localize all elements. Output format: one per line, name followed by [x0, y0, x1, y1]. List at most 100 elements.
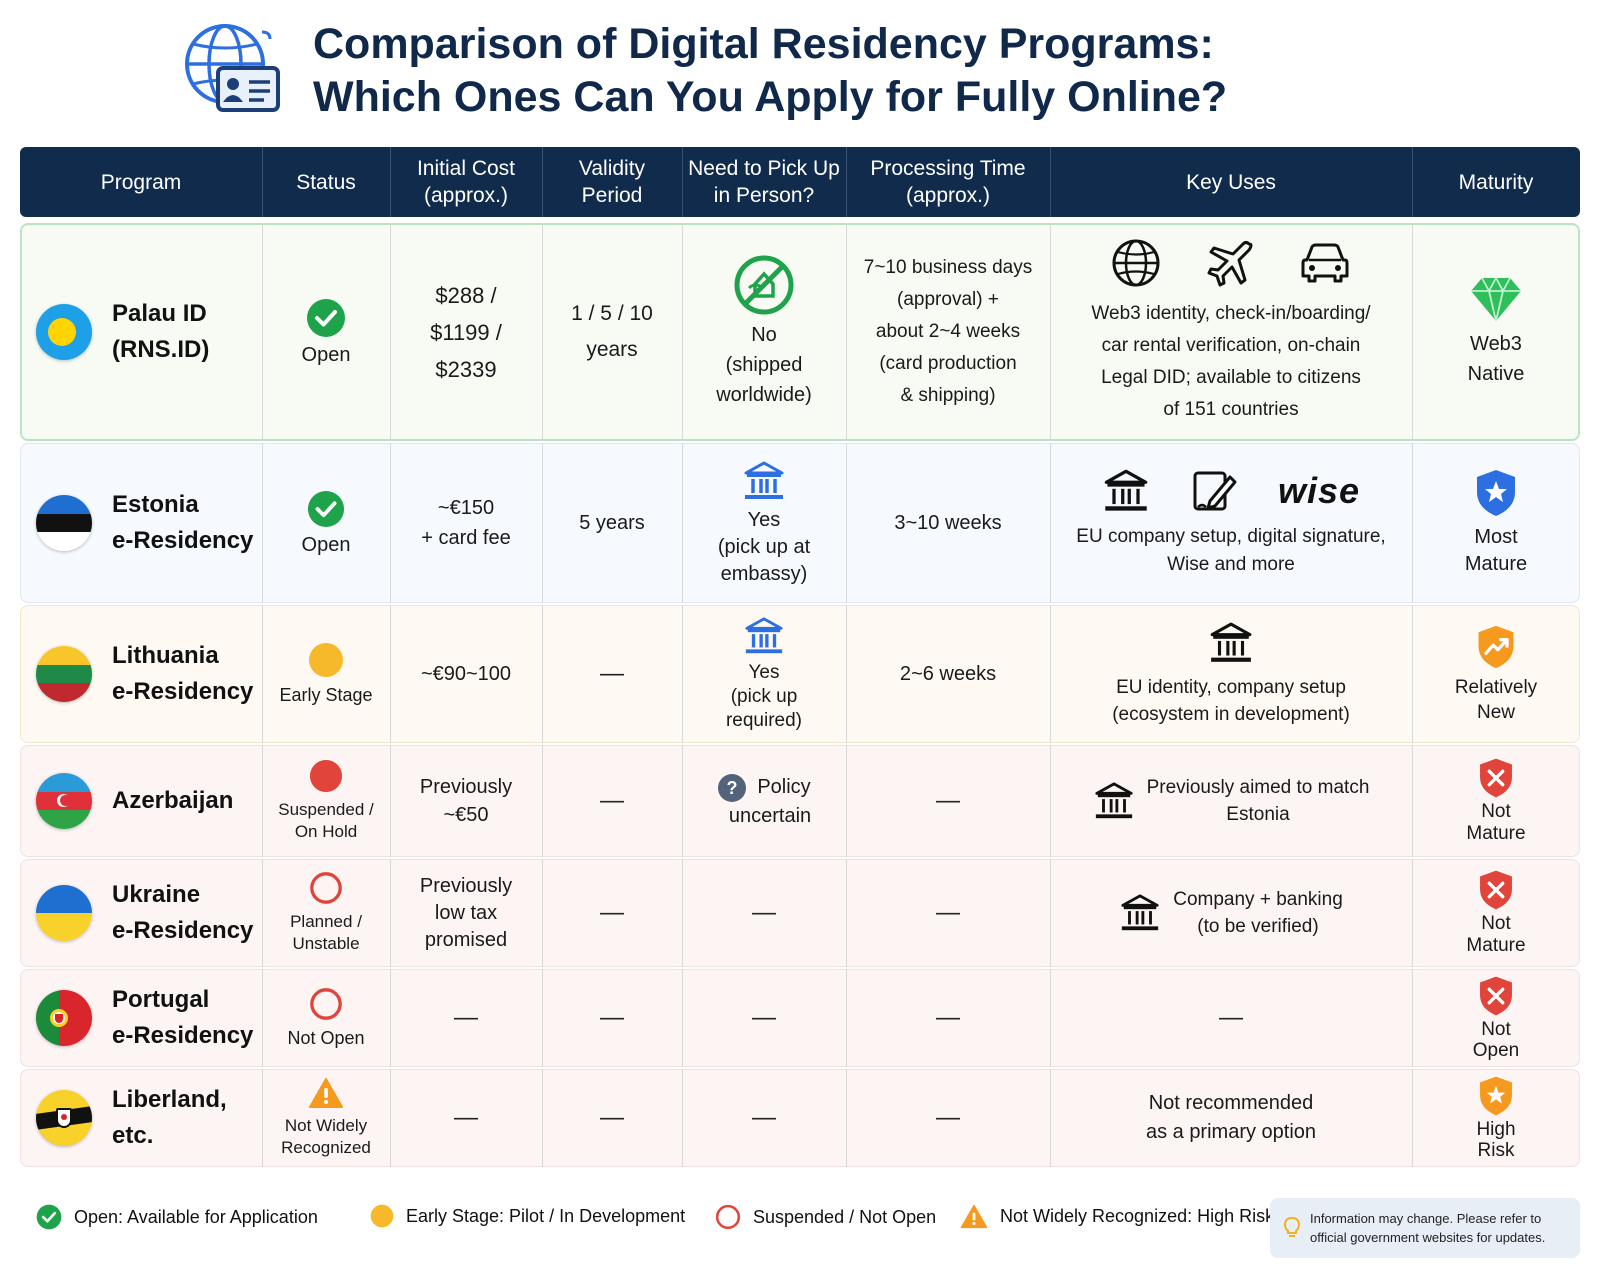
signature-pen-icon — [1193, 471, 1237, 511]
table-row: Palau ID (RNS.ID) Open $288 / $1199 / $2… — [20, 223, 1580, 441]
col-validity: Validity Period — [542, 147, 682, 217]
x-shield-icon — [1480, 870, 1512, 910]
bank-building-icon — [1104, 469, 1148, 511]
pickup-cell: Yes (pick up at embassy) — [682, 443, 846, 603]
status-cell: Open — [262, 223, 390, 441]
processing-cell: 2~6 weeks — [846, 605, 1050, 743]
car-icon — [1301, 243, 1349, 283]
globe-icon — [1112, 239, 1160, 287]
maturity-line-2: Open — [1472, 1040, 1520, 1061]
key-uses-cell: Not recommended as a primary option — [1050, 1069, 1412, 1167]
pickup-cell: — — [682, 859, 846, 967]
cost-line-1: ~€150 — [437, 497, 495, 519]
lithuania-flag-icon — [36, 646, 92, 702]
diamond-icon — [1471, 276, 1521, 322]
title-area: Comparison of Digital Residency Programs… — [0, 0, 1600, 140]
col-pickup: Need to Pick Up in Person? — [682, 147, 846, 217]
suspended-dot-icon — [309, 759, 343, 793]
legend: Open: Available for Application Early St… — [0, 1196, 1600, 1266]
status-label: Not Open — [287, 1027, 365, 1048]
legend-not-recognized: Not Widely Recognized: High Risk — [960, 1204, 1274, 1229]
svg-text:?: ? — [727, 778, 738, 798]
open-check-icon — [307, 490, 345, 527]
program-name: Portugal e-Residency — [112, 982, 253, 1054]
processing-line-1: 7~10 business days — [863, 257, 1033, 278]
table-row: Portugal e-Residency Not Open — — — — — — [20, 969, 1580, 1067]
program-name-line-2: (RNS.ID) — [112, 336, 210, 363]
col-program: Program — [20, 147, 262, 217]
not-open-ring-icon — [310, 987, 342, 1020]
key-uses-cell: — — [1050, 969, 1412, 1067]
maturity-line-2: Native — [1467, 363, 1525, 385]
col-maturity: Maturity — [1412, 147, 1580, 217]
program-cell: Ukraine e-Residency — [20, 859, 266, 967]
pickup-line-1: Yes — [747, 508, 781, 531]
col-maturity-label: Maturity — [1458, 170, 1534, 194]
validity-cell: — — [542, 605, 682, 743]
pickup-line-1: No — [751, 324, 777, 346]
status-label: Open — [301, 343, 351, 366]
processing-line-3: about 2~4 weeks — [875, 321, 1021, 342]
status-line-1: Suspended / — [278, 800, 374, 819]
warning-star-shield-icon — [1480, 1076, 1512, 1116]
col-processing: Processing Time (approx.) — [846, 147, 1050, 217]
title-line-2: Which Ones Can You Apply for Fully Onlin… — [313, 73, 1228, 121]
open-check-icon — [36, 1204, 62, 1230]
legend-early-stage: Early Stage: Pilot / In Development — [370, 1204, 685, 1228]
validity-cell: — — [542, 969, 682, 1067]
cost-cell: — — [390, 969, 542, 1067]
pickup-line-3: worldwide) — [716, 384, 812, 406]
cost-cell: Previously ~€50 — [390, 745, 542, 857]
cost-cell: ~€90~100 — [390, 605, 542, 743]
validity-line-1: 1 / 5 / 10 — [571, 302, 653, 325]
maturity-cell: High Risk — [1412, 1069, 1580, 1167]
key-uses-line-2: Wise and more — [1167, 554, 1295, 575]
azerbaijan-flag-icon — [36, 773, 92, 829]
cost-line-2: + card fee — [421, 527, 511, 549]
status-cell: Not Open — [262, 969, 390, 1067]
palau-flag-icon — [36, 304, 92, 360]
status-cell: Early Stage — [262, 605, 390, 743]
validity-value: — — [600, 660, 624, 687]
warning-triangle-icon — [960, 1204, 988, 1229]
lightbulb-icon — [1284, 1217, 1300, 1237]
bank-building-icon — [1210, 622, 1252, 662]
question-icon: ? — [718, 773, 747, 802]
cost-line-2: ~€50 — [443, 804, 489, 826]
processing-line-5: & shipping) — [900, 385, 996, 406]
col-pickup-sub: in Person? — [713, 184, 815, 207]
cost-cell: ~€150 + card fee — [390, 443, 542, 603]
trend-shield-icon — [1478, 625, 1514, 669]
cost-line-1: Previously — [419, 776, 513, 798]
key-uses-line-1: Company + banking — [1173, 889, 1343, 910]
key-uses-line-2: car rental verification, on-chain — [1101, 335, 1361, 356]
maturity-cell: Not Open — [1412, 969, 1580, 1067]
embassy-building-icon — [745, 617, 783, 654]
program-name-line-1: Liberland, etc. — [112, 1086, 227, 1149]
warning-triangle-icon — [309, 1078, 343, 1108]
legend-not-recognized-label: Not Widely Recognized: High Risk — [1000, 1206, 1275, 1226]
maturity-line-2: Mature — [1466, 823, 1526, 844]
status-label: Early Stage — [279, 684, 373, 705]
col-cost-sub: (approx.) — [423, 184, 508, 207]
key-uses-line-1: Previously aimed to match — [1146, 777, 1370, 798]
processing-value: 2~6 weeks — [899, 663, 997, 685]
processing-line-4: (card production — [879, 353, 1017, 374]
col-processing-label: Processing Time — [870, 157, 1026, 180]
program-name: Estonia e-Residency — [112, 487, 253, 559]
program-name-line-1: Lithuania — [112, 642, 219, 669]
key-uses-cell: EU identity, company setup (ecosystem in… — [1050, 605, 1412, 743]
note-line-1: Information may change. Please refer to — [1310, 1211, 1542, 1226]
pickup-cell: ? Policy uncertain — [682, 745, 846, 857]
bank-building-icon — [1121, 894, 1159, 931]
program-name-line-2: e-Residency — [112, 527, 254, 554]
key-uses-line-2: (ecosystem in development) — [1112, 704, 1350, 725]
validity-value: — — [600, 1004, 624, 1031]
x-shield-icon — [1480, 976, 1512, 1016]
pickup-line-2: uncertain — [728, 804, 812, 827]
airplane-icon — [1207, 241, 1253, 287]
key-uses-line-1: EU company setup, digital signature, — [1076, 526, 1386, 547]
program-cell: Azerbaijan — [20, 745, 266, 857]
processing-line-2: (approval) + — [897, 289, 999, 310]
maturity-line-1: Web3 — [1470, 333, 1522, 355]
